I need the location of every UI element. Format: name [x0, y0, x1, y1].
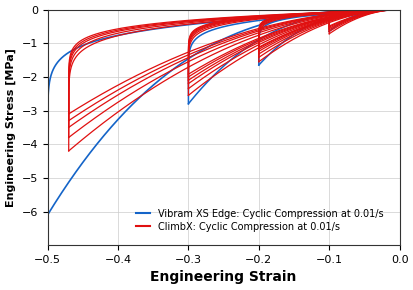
Y-axis label: Engineering Stress [MPa]: Engineering Stress [MPa] — [5, 48, 16, 207]
Legend: Vibram XS Edge: Cyclic Compression at 0.01/s, ClimbX: Cyclic Compression at 0.01: Vibram XS Edge: Cyclic Compression at 0.… — [132, 205, 387, 235]
X-axis label: Engineering Strain: Engineering Strain — [150, 271, 296, 284]
